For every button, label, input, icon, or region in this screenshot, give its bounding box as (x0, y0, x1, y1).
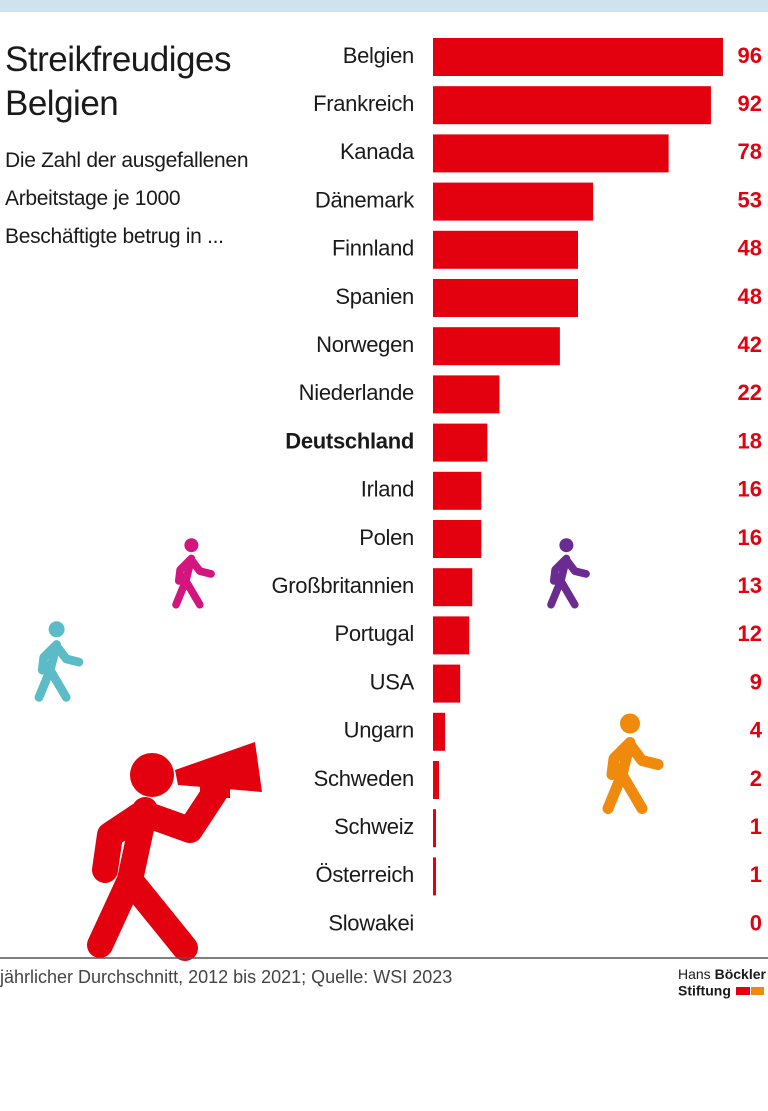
walker-icon (39, 621, 79, 697)
value-label: 92 (738, 91, 762, 116)
value-label: 42 (738, 332, 762, 357)
logo-text: Hans (678, 966, 711, 982)
category-label: Ungarn (344, 718, 414, 743)
category-label: Finnland (332, 236, 414, 261)
bar (433, 86, 711, 125)
bar (433, 230, 578, 269)
category-label: Belgien (343, 43, 414, 68)
walker-icon (551, 538, 586, 605)
logo-text: Böckler (715, 966, 767, 982)
value-label: 1 (750, 862, 762, 887)
logo-mark (751, 987, 764, 995)
walker-icon (608, 714, 658, 809)
megaphone-figure (87, 742, 262, 961)
bar (433, 616, 470, 655)
value-label: 78 (738, 139, 762, 164)
logo-mark (736, 987, 750, 995)
category-label: Portugal (334, 621, 414, 646)
chart-title: Streikfreudiges Belgien (5, 40, 231, 123)
top-strip (0, 0, 768, 12)
logo-text: Stiftung (678, 983, 731, 999)
chart-subtitle: Die Zahl der ausgefallenen Arbeitstage j… (5, 149, 249, 248)
value-label: 16 (738, 525, 762, 550)
value-label: 1 (750, 814, 762, 839)
walker-icon (176, 538, 211, 605)
category-label: Spanien (335, 284, 414, 309)
bar (433, 568, 473, 607)
value-label: 16 (738, 477, 762, 502)
value-label: 9 (750, 669, 762, 694)
category-label: Großbritannien (271, 573, 414, 598)
category-label: Irland (361, 477, 414, 502)
category-label: Dänemark (315, 187, 415, 212)
category-label: Deutschland (285, 428, 414, 453)
bar (433, 712, 446, 751)
value-label: 0 (750, 910, 762, 935)
logo: Hans Böckler (678, 966, 766, 982)
category-label: Schweden (314, 766, 414, 791)
category-label: Schweiz (334, 814, 414, 839)
category-label: USA (370, 669, 415, 694)
value-label: 13 (738, 573, 762, 598)
bar (433, 664, 461, 703)
bar (433, 471, 482, 510)
category-label: Kanada (340, 139, 415, 164)
value-label: 48 (738, 284, 762, 309)
category-label: Polen (359, 525, 414, 550)
value-label: 2 (750, 766, 762, 791)
bar (433, 761, 440, 799)
bar (433, 182, 594, 221)
category-label: Niederlande (299, 380, 414, 405)
bar (433, 38, 723, 76)
value-label: 22 (738, 380, 762, 405)
bar (433, 423, 488, 462)
bar (433, 809, 437, 848)
bar (433, 327, 560, 366)
bar (433, 279, 578, 317)
value-label: 53 (738, 187, 762, 212)
bar (433, 857, 437, 896)
bar (433, 134, 669, 173)
category-label: Österreich (316, 862, 414, 887)
value-label: 48 (738, 236, 762, 261)
bar (433, 520, 482, 558)
category-label: Frankreich (313, 91, 414, 116)
value-label: 96 (738, 43, 762, 68)
category-label: Norwegen (316, 332, 414, 357)
category-label: Slowakei (328, 910, 414, 935)
value-label: 4 (750, 718, 763, 743)
value-label: 18 (738, 428, 762, 453)
source: jährlicher Durchschnitt, 2012 bis 2021; … (0, 967, 452, 987)
bar (433, 375, 500, 414)
value-label: 12 (738, 621, 762, 646)
